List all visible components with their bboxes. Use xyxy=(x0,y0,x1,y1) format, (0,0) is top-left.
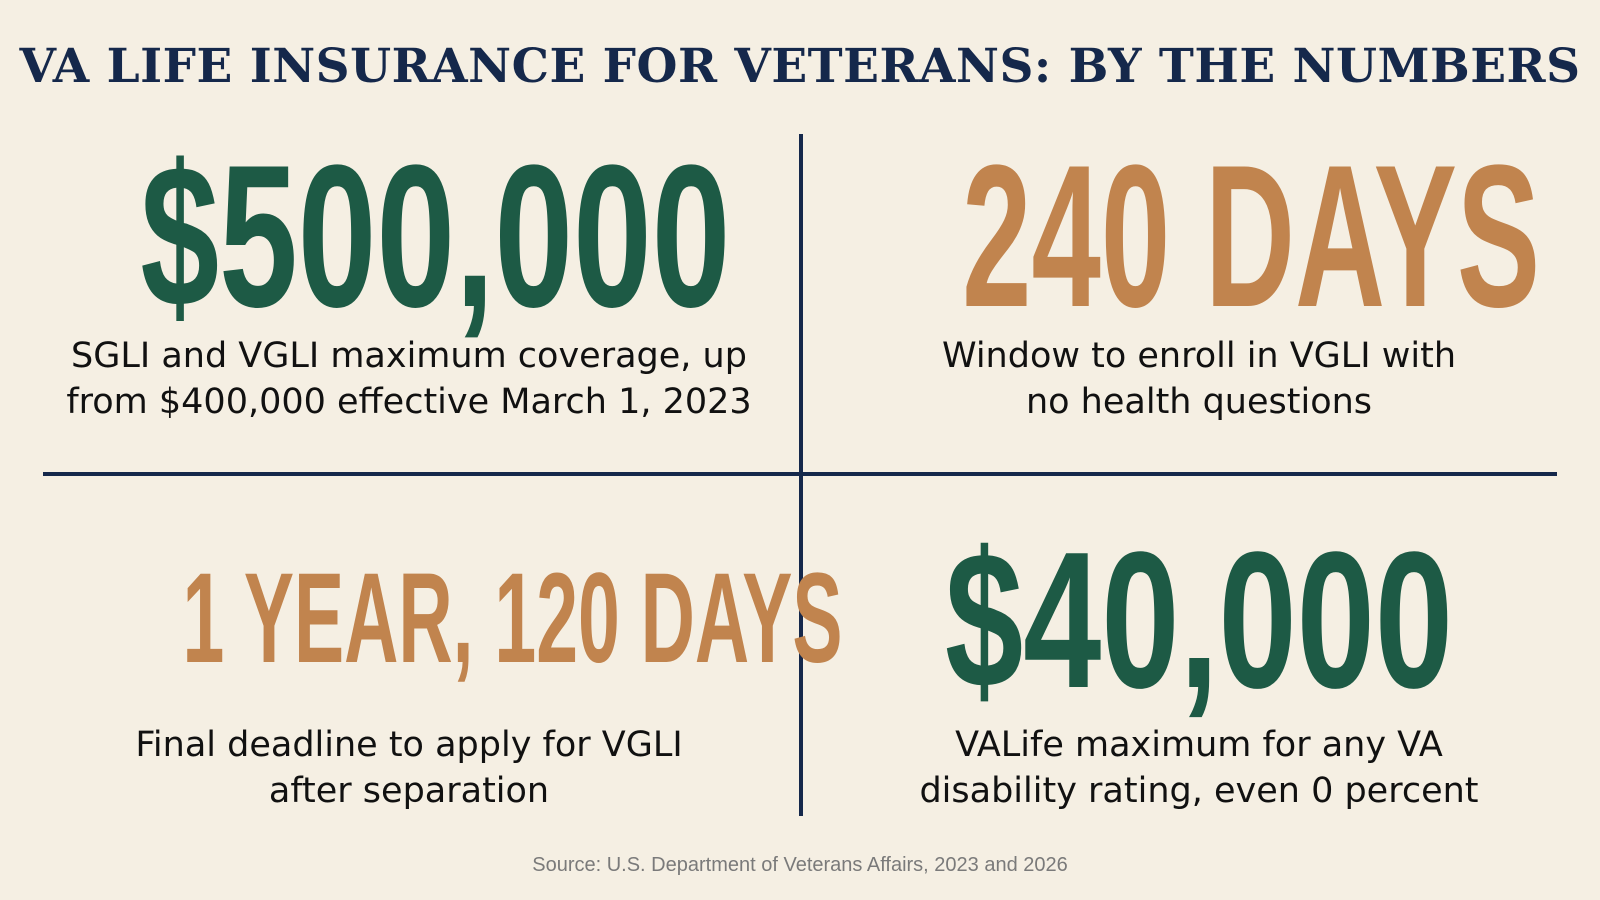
stat-value-valife-max: $40,000 xyxy=(945,511,1453,729)
stat-description-line: SGLI and VGLI maximum coverage, up xyxy=(71,336,747,376)
horizontal-divider xyxy=(43,472,1557,476)
source-note: Source: U.S. Department of Veterans Affa… xyxy=(532,854,1068,876)
page-title: VA LIFE INSURANCE FOR VETERANS: BY THE N… xyxy=(19,39,1581,94)
stat-description-line: VALife maximum for any VA xyxy=(955,725,1443,765)
stat-description-line: after separation xyxy=(268,771,550,811)
stat-description-line: Final deadline to apply for VGLI xyxy=(135,725,683,765)
stat-description-final-deadline: Final deadline to apply for VGLI after s… xyxy=(24,722,794,814)
stat-description-line: disability rating, even 0 percent xyxy=(919,771,1479,811)
stat-description-line: Window to enroll in VGLI with xyxy=(941,336,1456,376)
stat-description-max-coverage: SGLI and VGLI maximum coverage, up from … xyxy=(24,333,794,425)
stat-description-enroll-window: Window to enroll in VGLI with no health … xyxy=(814,333,1584,425)
stat-description-valife-max: VALife maximum for any VA disability rat… xyxy=(814,722,1584,814)
stat-value-enroll-window: 240 DAYS xyxy=(962,121,1541,349)
stat-description-line: from $400,000 effective March 1, 2023 xyxy=(66,382,752,422)
stat-description-line: no health questions xyxy=(1025,382,1373,422)
stat-value-max-coverage: $500,000 xyxy=(140,121,731,349)
stat-value-final-deadline: 1 YEAR, 120 DAYS xyxy=(182,546,843,690)
